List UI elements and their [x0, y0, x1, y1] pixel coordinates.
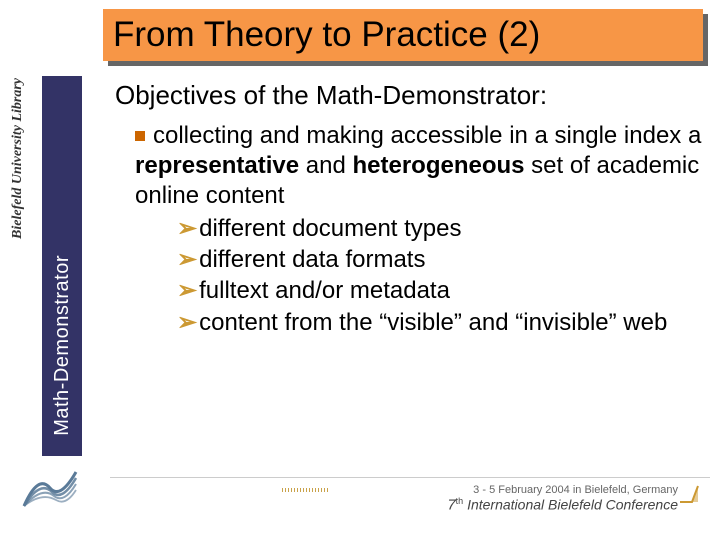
bullet-mid: and [299, 152, 352, 179]
slide-title: From Theory to Practice (2) [113, 15, 540, 55]
sub-list: ➢different document types ➢different dat… [177, 213, 705, 338]
sub-item: ➢different data formats [177, 244, 705, 275]
footer-conference: 7th International Bielefeld Conference [110, 496, 678, 514]
footer-suffix: th [456, 496, 464, 506]
arrow-icon: ➢ [177, 215, 197, 242]
sub-item: ➢content from the “visible” and “invisib… [177, 307, 705, 338]
content-area: Objectives of the Math-Demonstrator: col… [115, 80, 705, 338]
arrow-icon: ➢ [177, 246, 197, 273]
title-bar: From Theory to Practice (2) [103, 9, 703, 61]
sub-item: ➢fulltext and/or metadata [177, 275, 705, 306]
footer-dateline: 3 - 5 February 2004 in Bielefeld, German… [110, 484, 678, 496]
arrow-icon: ➢ [177, 309, 197, 336]
square-bullet-icon [135, 131, 145, 141]
dotted-rule-icon [282, 488, 330, 492]
sidebar-label-wrap: Math-Demonstrator [42, 76, 82, 456]
sub-text: different document types [199, 215, 461, 242]
sub-item: ➢different document types [177, 213, 705, 244]
footer-conf-name: International Bielefeld Conference [467, 497, 678, 513]
objectives-heading: Objectives of the Math-Demonstrator: [115, 80, 705, 111]
university-label: Bielefeld University Library [10, 78, 26, 239]
footer-ordinal: 7 [447, 497, 455, 514]
arrow-icon: ➢ [177, 277, 197, 304]
logo-icon [20, 466, 80, 510]
bullet-text: collecting and making accessible in a si… [135, 122, 701, 209]
bullet-bold-2: heterogeneous [352, 152, 524, 179]
sub-text: different data formats [199, 246, 425, 273]
bullet-item: collecting and making accessible in a si… [135, 121, 705, 338]
university-label-wrap: Bielefeld University Library [10, 78, 30, 438]
sidebar-label: Math-Demonstrator [51, 255, 74, 436]
sub-text: content from the “visible” and “invisibl… [199, 309, 667, 336]
footer-date: 3 - 5 February 2004 in Bielefeld, German… [473, 484, 678, 496]
bullet-lead: collecting and making accessible in a si… [153, 122, 701, 149]
bullet-bold-1: representative [135, 152, 299, 179]
sub-text: fulltext and/or metadata [199, 277, 450, 304]
footer: 3 - 5 February 2004 in Bielefeld, German… [110, 477, 710, 532]
